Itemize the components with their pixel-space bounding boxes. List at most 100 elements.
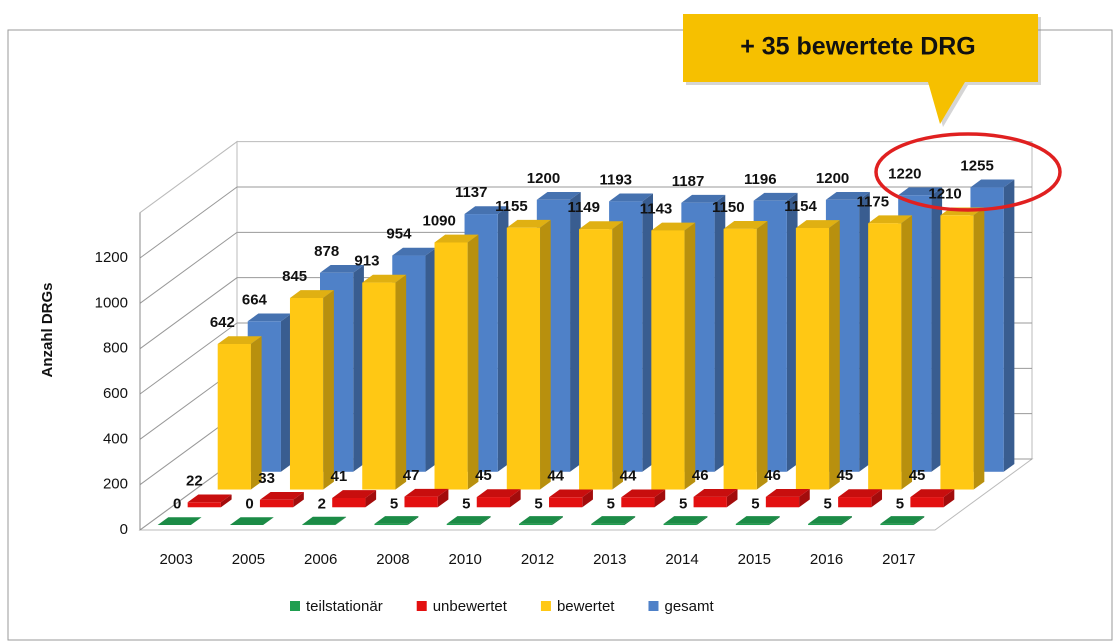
bar-top bbox=[898, 187, 943, 196]
data-label: 913 bbox=[354, 253, 379, 270]
data-label: 1149 bbox=[567, 199, 600, 216]
x-tick-label: 2013 bbox=[593, 551, 626, 568]
y-tick-label: 1200 bbox=[95, 249, 128, 266]
x-tick-label: 2006 bbox=[304, 551, 337, 568]
bar-top bbox=[247, 313, 292, 322]
y-tick-label: 0 bbox=[120, 521, 128, 538]
y-tick-label: 600 bbox=[103, 385, 128, 402]
bar-top bbox=[319, 264, 364, 273]
x-tick-label: 2012 bbox=[521, 551, 554, 568]
bar-top bbox=[446, 516, 491, 524]
bar-top bbox=[765, 489, 810, 497]
bar bbox=[591, 523, 625, 526]
data-label: 33 bbox=[258, 470, 275, 487]
bar bbox=[880, 523, 914, 526]
data-label: 1193 bbox=[599, 172, 632, 189]
data-label: 1200 bbox=[816, 170, 849, 187]
data-label: 0 bbox=[245, 495, 253, 512]
bar-side bbox=[250, 336, 262, 490]
y-tick-label: 800 bbox=[103, 340, 128, 357]
data-label: 954 bbox=[386, 226, 412, 243]
bar bbox=[374, 523, 408, 526]
data-label: 1196 bbox=[744, 171, 777, 188]
bar-top bbox=[518, 516, 563, 524]
x-tick-label: 2010 bbox=[449, 551, 482, 568]
bar bbox=[651, 230, 685, 490]
bar-side bbox=[973, 207, 985, 490]
y-tick-label: 200 bbox=[103, 476, 128, 493]
bar-side bbox=[786, 192, 798, 472]
bar bbox=[217, 344, 251, 490]
bar-top bbox=[157, 517, 202, 526]
data-label: 1187 bbox=[672, 173, 705, 190]
bar-top bbox=[392, 247, 437, 256]
data-label: 5 bbox=[823, 495, 831, 512]
legend-label: gesamt bbox=[664, 598, 714, 615]
y-tick-label: 400 bbox=[103, 430, 128, 447]
bar-side bbox=[395, 274, 407, 490]
data-label: 1150 bbox=[712, 199, 745, 216]
data-label: 1175 bbox=[857, 193, 890, 210]
data-label: 5 bbox=[896, 495, 904, 512]
bar bbox=[446, 523, 480, 526]
bar bbox=[621, 497, 655, 508]
data-label: 5 bbox=[462, 495, 470, 512]
bar-top bbox=[825, 191, 870, 200]
bar-side bbox=[769, 516, 780, 526]
x-tick-label: 2005 bbox=[232, 551, 265, 568]
bar-top bbox=[289, 290, 334, 298]
bar-side bbox=[1003, 179, 1015, 472]
bar-top bbox=[808, 516, 853, 524]
bar-top bbox=[302, 516, 347, 525]
bar-side bbox=[220, 494, 232, 508]
bar bbox=[795, 227, 830, 490]
bar-top bbox=[621, 489, 666, 498]
bar-top bbox=[404, 488, 449, 497]
bar-side bbox=[323, 290, 334, 490]
data-label: 44 bbox=[620, 467, 637, 484]
bar bbox=[549, 497, 583, 508]
bar-top bbox=[229, 517, 274, 526]
bar bbox=[187, 502, 221, 508]
bar bbox=[506, 227, 541, 490]
legend-label: unbewertet bbox=[433, 598, 508, 615]
x-tick-label: 2017 bbox=[882, 551, 915, 568]
data-label: 1090 bbox=[422, 213, 455, 230]
bar-top bbox=[753, 192, 798, 201]
bar-top bbox=[536, 191, 581, 200]
bar bbox=[910, 497, 944, 508]
x-tick-label: 2016 bbox=[810, 551, 843, 568]
bar-top bbox=[374, 516, 419, 524]
bar-side bbox=[552, 516, 563, 526]
legend-swatch bbox=[416, 601, 427, 611]
data-label: 1155 bbox=[495, 198, 528, 215]
bar-top bbox=[187, 494, 232, 503]
bar bbox=[868, 223, 902, 490]
bar-top bbox=[693, 489, 738, 497]
bar-side bbox=[726, 489, 738, 508]
bar-top bbox=[795, 220, 840, 228]
data-label: 47 bbox=[403, 467, 420, 484]
bar-top bbox=[591, 516, 636, 524]
bar-side bbox=[612, 221, 623, 490]
bar bbox=[404, 496, 438, 508]
bar-top bbox=[868, 215, 913, 224]
bar-side bbox=[437, 488, 449, 508]
bar-side bbox=[497, 206, 509, 472]
bar bbox=[723, 228, 757, 490]
data-label: 5 bbox=[751, 495, 759, 512]
bar-top bbox=[579, 221, 623, 230]
bar bbox=[693, 496, 727, 508]
data-label: 45 bbox=[475, 467, 492, 484]
data-label: 5 bbox=[679, 495, 687, 512]
bar bbox=[434, 242, 468, 490]
data-label: 2 bbox=[318, 495, 326, 512]
bar bbox=[663, 523, 697, 526]
bar bbox=[362, 282, 396, 490]
bar-top bbox=[838, 489, 883, 498]
bar-side bbox=[582, 489, 593, 508]
bar-top bbox=[549, 489, 593, 498]
y-tick-label: 1000 bbox=[95, 294, 128, 311]
